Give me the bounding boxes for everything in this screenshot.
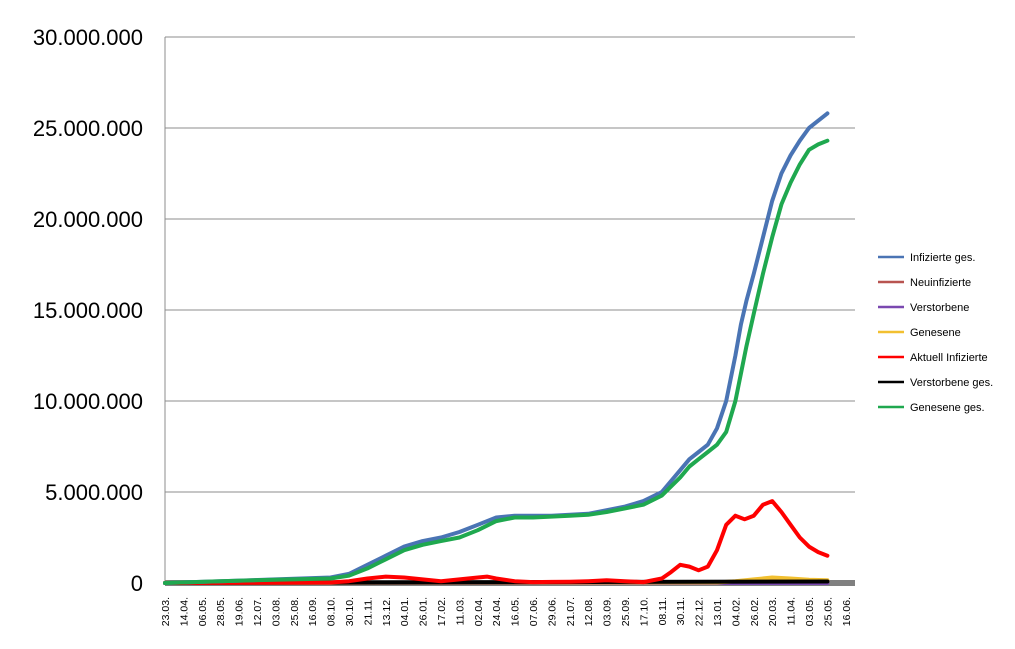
x-tick-label: 13.12. — [381, 597, 393, 626]
x-tick-label: 03.05. — [804, 597, 816, 626]
legend-label: Aktuell Infizierte — [910, 352, 988, 364]
legend-label: Genesene ges. — [910, 402, 985, 414]
x-axis: 23.03. 14.04. 06.05. 28.05. 19.06. 12.07. 03.0… — [160, 580, 855, 626]
x-tick-label: 08.10. — [326, 597, 338, 626]
x-tick-label: 07.06. — [528, 597, 540, 626]
x-tick-label: 08.11. — [657, 597, 669, 625]
legend: Infizierte ges. Neuinfizierte Verstorbene G… — [878, 252, 993, 414]
x-tick-label: 16.06. — [841, 597, 853, 626]
x-tick-label: 17.02. — [436, 597, 448, 626]
x-tick-label: 30.11. — [675, 597, 687, 625]
x-tick-label: 22.12. — [694, 597, 706, 626]
x-tick-label: 25.09. — [620, 597, 632, 626]
y-tick-label: 20.000.000 — [33, 207, 143, 232]
x-tick-label: 03.09. — [602, 597, 614, 626]
y-tick-label: 0 — [131, 571, 143, 596]
legend-label: Genesene — [910, 327, 961, 339]
series-line — [163, 499, 830, 585]
x-tick-label: 02.04. — [473, 597, 485, 626]
legend-label: Verstorbene ges. — [910, 377, 993, 389]
y-axis: 0 5.000.000 10.000.000 15.000.000 20.000.000… — [33, 25, 166, 596]
x-tick-label: 12.08. — [583, 597, 595, 626]
x-tick-label: 06.05. — [197, 597, 209, 626]
x-tick-label: 21.11. — [362, 597, 374, 625]
x-tick-label: 29.06. — [546, 597, 558, 626]
x-tick-label: 12.07. — [252, 597, 264, 626]
x-tick-label: 23.03. — [160, 597, 172, 626]
gridlines — [165, 36, 855, 493]
x-tick-label: 04.02. — [730, 597, 742, 626]
x-tick-label: 26.02. — [749, 597, 761, 626]
x-tick-label: 11.03. — [454, 597, 466, 625]
series-line — [163, 111, 830, 585]
x-tick-label: 20.03. — [767, 597, 779, 626]
x-tick-label: 19.06. — [234, 597, 246, 626]
x-tick-label: 11.04. — [786, 597, 798, 625]
y-tick-label: 10.000.000 — [33, 389, 143, 414]
y-tick-label: 30.000.000 — [33, 25, 143, 50]
x-tick-label: 21.07. — [565, 597, 577, 626]
legend-label: Infizierte ges. — [910, 252, 975, 264]
x-tick-label: 30.10. — [344, 597, 356, 626]
x-tick-label: 04.01. — [399, 597, 411, 626]
series-lines — [163, 111, 830, 585]
y-tick-label: 25.000.000 — [33, 116, 143, 141]
x-tick-label: 25.08. — [289, 597, 301, 626]
y-tick-label: 15.000.000 — [33, 298, 143, 323]
x-tick-label: 24.04. — [491, 597, 503, 626]
x-tick-label: 28.05. — [215, 597, 227, 626]
x-tick-label: 25.05. — [822, 597, 834, 626]
legend-label: Verstorbene — [910, 302, 969, 314]
x-tick-label: 16.05. — [510, 597, 522, 626]
legend-label: Neuinfizierte — [910, 277, 971, 289]
x-tick-label: 03.08. — [270, 597, 282, 626]
y-tick-label: 5.000.000 — [45, 480, 143, 505]
x-tick-label: 14.04. — [178, 597, 190, 626]
x-tick-label: 13.01. — [712, 597, 724, 626]
x-tick-label: 26.01. — [418, 597, 430, 626]
x-tick-label: 16.09. — [307, 597, 319, 626]
x-tick-label: 17.10. — [638, 597, 650, 626]
series-line — [163, 138, 830, 585]
